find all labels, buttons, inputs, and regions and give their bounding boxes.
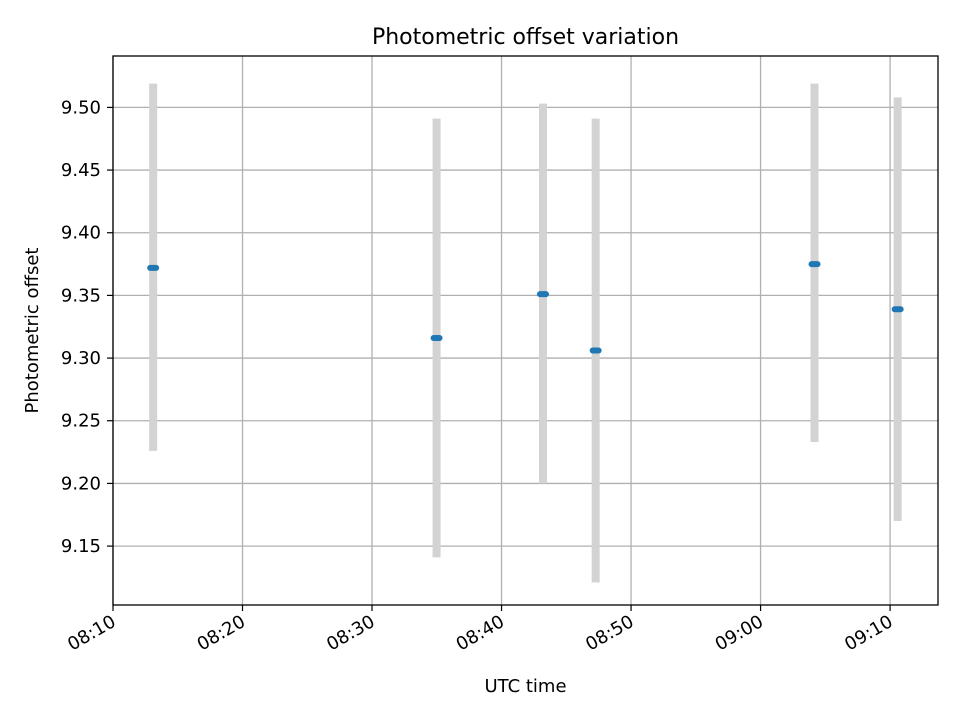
y-tick-label: 9.30 xyxy=(61,348,101,369)
data-point xyxy=(147,264,160,271)
y-tick-label: 9.25 xyxy=(61,411,101,432)
x-axis: 08:10 08:20 08:30 08:40 08:50 09:00 09:10 xyxy=(64,605,897,655)
data-points xyxy=(147,261,904,354)
x-tick-label: 08:50 xyxy=(582,611,637,655)
plot-frame xyxy=(112,55,939,606)
x-tick-label: 08:40 xyxy=(453,611,508,655)
x-tick-label: 08:20 xyxy=(194,611,249,655)
data-point xyxy=(891,306,904,313)
data-point xyxy=(430,335,443,342)
x-tick-label: 08:10 xyxy=(64,611,119,655)
data-point xyxy=(589,347,602,354)
y-tick-label: 9.50 xyxy=(61,97,101,118)
x-axis-label: UTC time xyxy=(484,676,566,697)
grid xyxy=(112,56,938,605)
data-point xyxy=(536,291,549,298)
data-point xyxy=(808,261,821,268)
y-axis: 9.15 9.20 9.25 9.30 9.35 9.40 9.45 9.50 xyxy=(61,97,113,557)
y-axis-label: Photometric offset xyxy=(22,248,43,414)
y-tick-label: 9.45 xyxy=(61,160,101,181)
error-bars xyxy=(149,83,902,583)
y-tick-label: 9.35 xyxy=(61,285,101,306)
y-tick-label: 9.20 xyxy=(61,473,101,494)
x-tick-label: 08:30 xyxy=(323,611,378,655)
y-tick-label: 9.40 xyxy=(61,223,101,244)
x-tick-label: 09:00 xyxy=(712,611,767,655)
chart-title: Photometric offset variation xyxy=(372,25,679,50)
x-tick-label: 09:10 xyxy=(841,611,896,655)
y-tick-label: 9.15 xyxy=(61,536,101,557)
